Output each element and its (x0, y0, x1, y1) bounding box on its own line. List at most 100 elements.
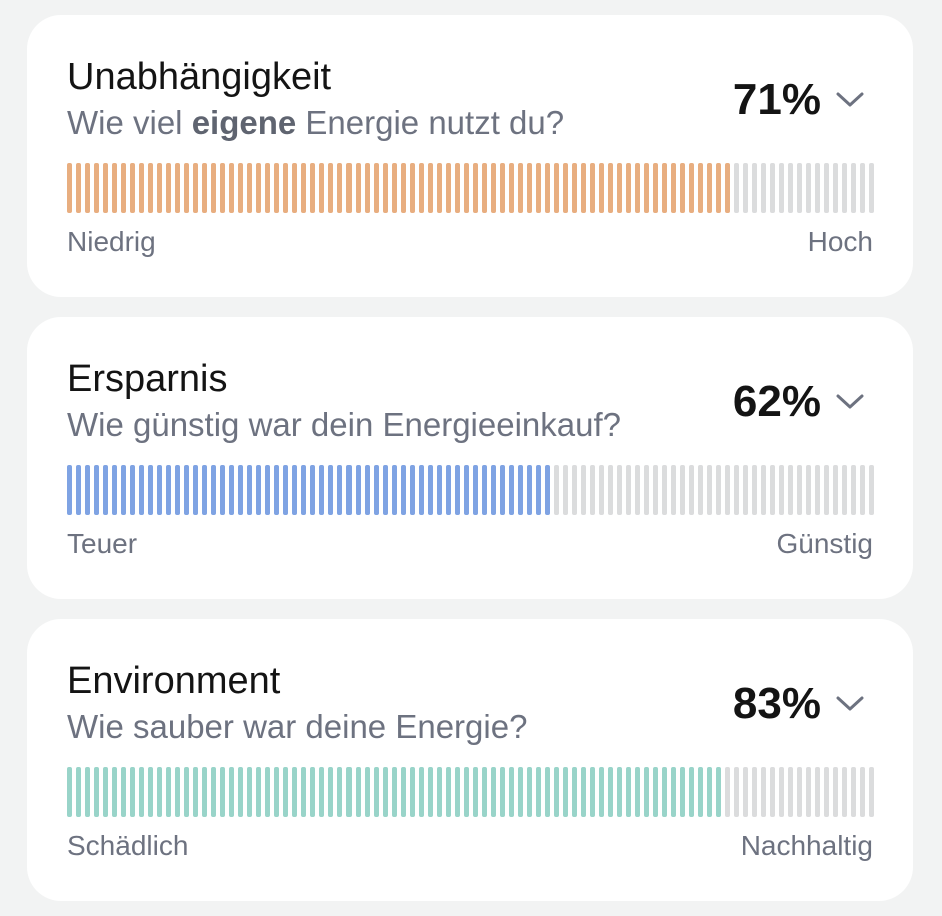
progress-tick-empty (598, 465, 604, 515)
progress-tick-filled (211, 163, 217, 213)
chevron-down-icon[interactable] (833, 385, 867, 419)
progress-tick-empty (680, 465, 686, 515)
progress-tick-filled (184, 767, 190, 817)
progress-tick-filled (247, 465, 253, 515)
progress-tick-filled (328, 767, 334, 817)
progress-tick-filled (193, 163, 199, 213)
progress-tick-filled (689, 163, 695, 213)
progress-tick-filled (382, 465, 388, 515)
progress-tick-empty (634, 465, 640, 515)
progress-tick-filled (292, 163, 298, 213)
chevron-down-icon[interactable] (833, 83, 867, 117)
progress-tick-filled (328, 465, 334, 515)
subtitle-text-end: Energie nutzt du? (296, 104, 565, 141)
progress-bar (67, 767, 875, 817)
progress-tick-filled (653, 163, 659, 213)
progress-tick-filled (716, 767, 722, 817)
progress-tick-filled (698, 163, 704, 213)
progress-tick-filled (598, 767, 604, 817)
progress-tick-empty (806, 767, 812, 817)
progress-tick-filled (346, 767, 352, 817)
progress-tick-filled (418, 163, 424, 213)
progress-tick-empty (788, 163, 794, 213)
progress-tick-filled (436, 163, 442, 213)
progress-tick-filled (517, 767, 523, 817)
progress-tick-empty (788, 767, 794, 817)
progress-tick-filled (256, 767, 262, 817)
progress-tick-filled (148, 163, 154, 213)
progress-tick-filled (121, 767, 127, 817)
progress-tick-filled (607, 163, 613, 213)
progress-tick-filled (274, 163, 280, 213)
progress-tick-filled (310, 465, 316, 515)
progress-tick-filled (616, 163, 622, 213)
progress-tick-filled (481, 465, 487, 515)
progress-tick-filled (589, 163, 595, 213)
progress-tick-empty (851, 465, 857, 515)
metric-card-savings[interactable]: Ersparnis Wie günstig war dein Energieei… (27, 317, 913, 599)
progress-tick-filled (373, 465, 379, 515)
progress-tick-filled (508, 465, 514, 515)
progress-tick-filled (76, 465, 82, 515)
card-subtitle: Wie sauber war deine Energie? (67, 707, 527, 747)
progress-tick-filled (598, 163, 604, 213)
progress-tick-filled (490, 465, 496, 515)
progress-tick-empty (725, 465, 731, 515)
progress-tick-filled (490, 163, 496, 213)
progress-tick-filled (463, 163, 469, 213)
progress-tick-filled (274, 767, 280, 817)
progress-tick-filled (166, 767, 172, 817)
progress-tick-filled (193, 767, 199, 817)
progress-tick-filled (202, 767, 208, 817)
progress-tick-filled (346, 163, 352, 213)
progress-tick-filled (346, 465, 352, 515)
progress-tick-filled (148, 767, 154, 817)
metric-card-environment[interactable]: Environment Wie sauber war deine Energie… (27, 619, 913, 901)
progress-tick-filled (364, 767, 370, 817)
progress-tick-empty (842, 465, 848, 515)
progress-tick-empty (571, 465, 577, 515)
metric-card-independence[interactable]: Unabhängigkeit Wie viel eigene Energie n… (27, 15, 913, 297)
progress-tick-filled (553, 163, 559, 213)
progress-tick-filled (644, 767, 650, 817)
progress-tick-filled (526, 465, 532, 515)
progress-tick-filled (238, 163, 244, 213)
range-high-label: Hoch (807, 226, 873, 257)
progress-tick-filled (391, 465, 397, 515)
progress-tick-filled (445, 163, 451, 213)
progress-tick-filled (166, 163, 172, 213)
progress-tick-filled (427, 465, 433, 515)
progress-tick-filled (328, 163, 334, 213)
progress-tick-filled (319, 465, 325, 515)
range-low-label: Schädlich (67, 830, 189, 861)
progress-tick-filled (148, 465, 154, 515)
progress-tick-empty (589, 465, 595, 515)
progress-tick-filled (139, 465, 145, 515)
progress-tick-filled (76, 163, 82, 213)
card-subtitle: Wie günstig war dein Energieeinkauf? (67, 405, 621, 445)
progress-tick-filled (400, 767, 406, 817)
percentage-value: 71% (732, 75, 821, 124)
progress-tick-filled (364, 163, 370, 213)
progress-tick-empty (653, 465, 659, 515)
progress-tick-empty (689, 465, 695, 515)
progress-tick-filled (94, 767, 100, 817)
range-low-label: Niedrig (67, 226, 156, 257)
progress-tick-empty (869, 163, 875, 213)
progress-tick-filled (454, 767, 460, 817)
card-subtitle: Wie viel eigene Energie nutzt du? (67, 103, 564, 143)
progress-tick-filled (472, 465, 478, 515)
progress-tick-filled (535, 465, 541, 515)
progress-tick-filled (283, 767, 289, 817)
subtitle-text: Wie günstig war dein Energieeinkauf? (67, 406, 621, 443)
progress-tick-filled (544, 465, 550, 515)
progress-tick-filled (454, 163, 460, 213)
progress-tick-filled (472, 163, 478, 213)
progress-tick-empty (752, 163, 758, 213)
progress-tick-filled (517, 465, 523, 515)
progress-tick-filled (175, 767, 181, 817)
progress-tick-filled (662, 163, 668, 213)
chevron-down-icon[interactable] (833, 687, 867, 721)
range-high-label: Nachhaltig (740, 830, 873, 861)
progress-tick-filled (499, 163, 505, 213)
